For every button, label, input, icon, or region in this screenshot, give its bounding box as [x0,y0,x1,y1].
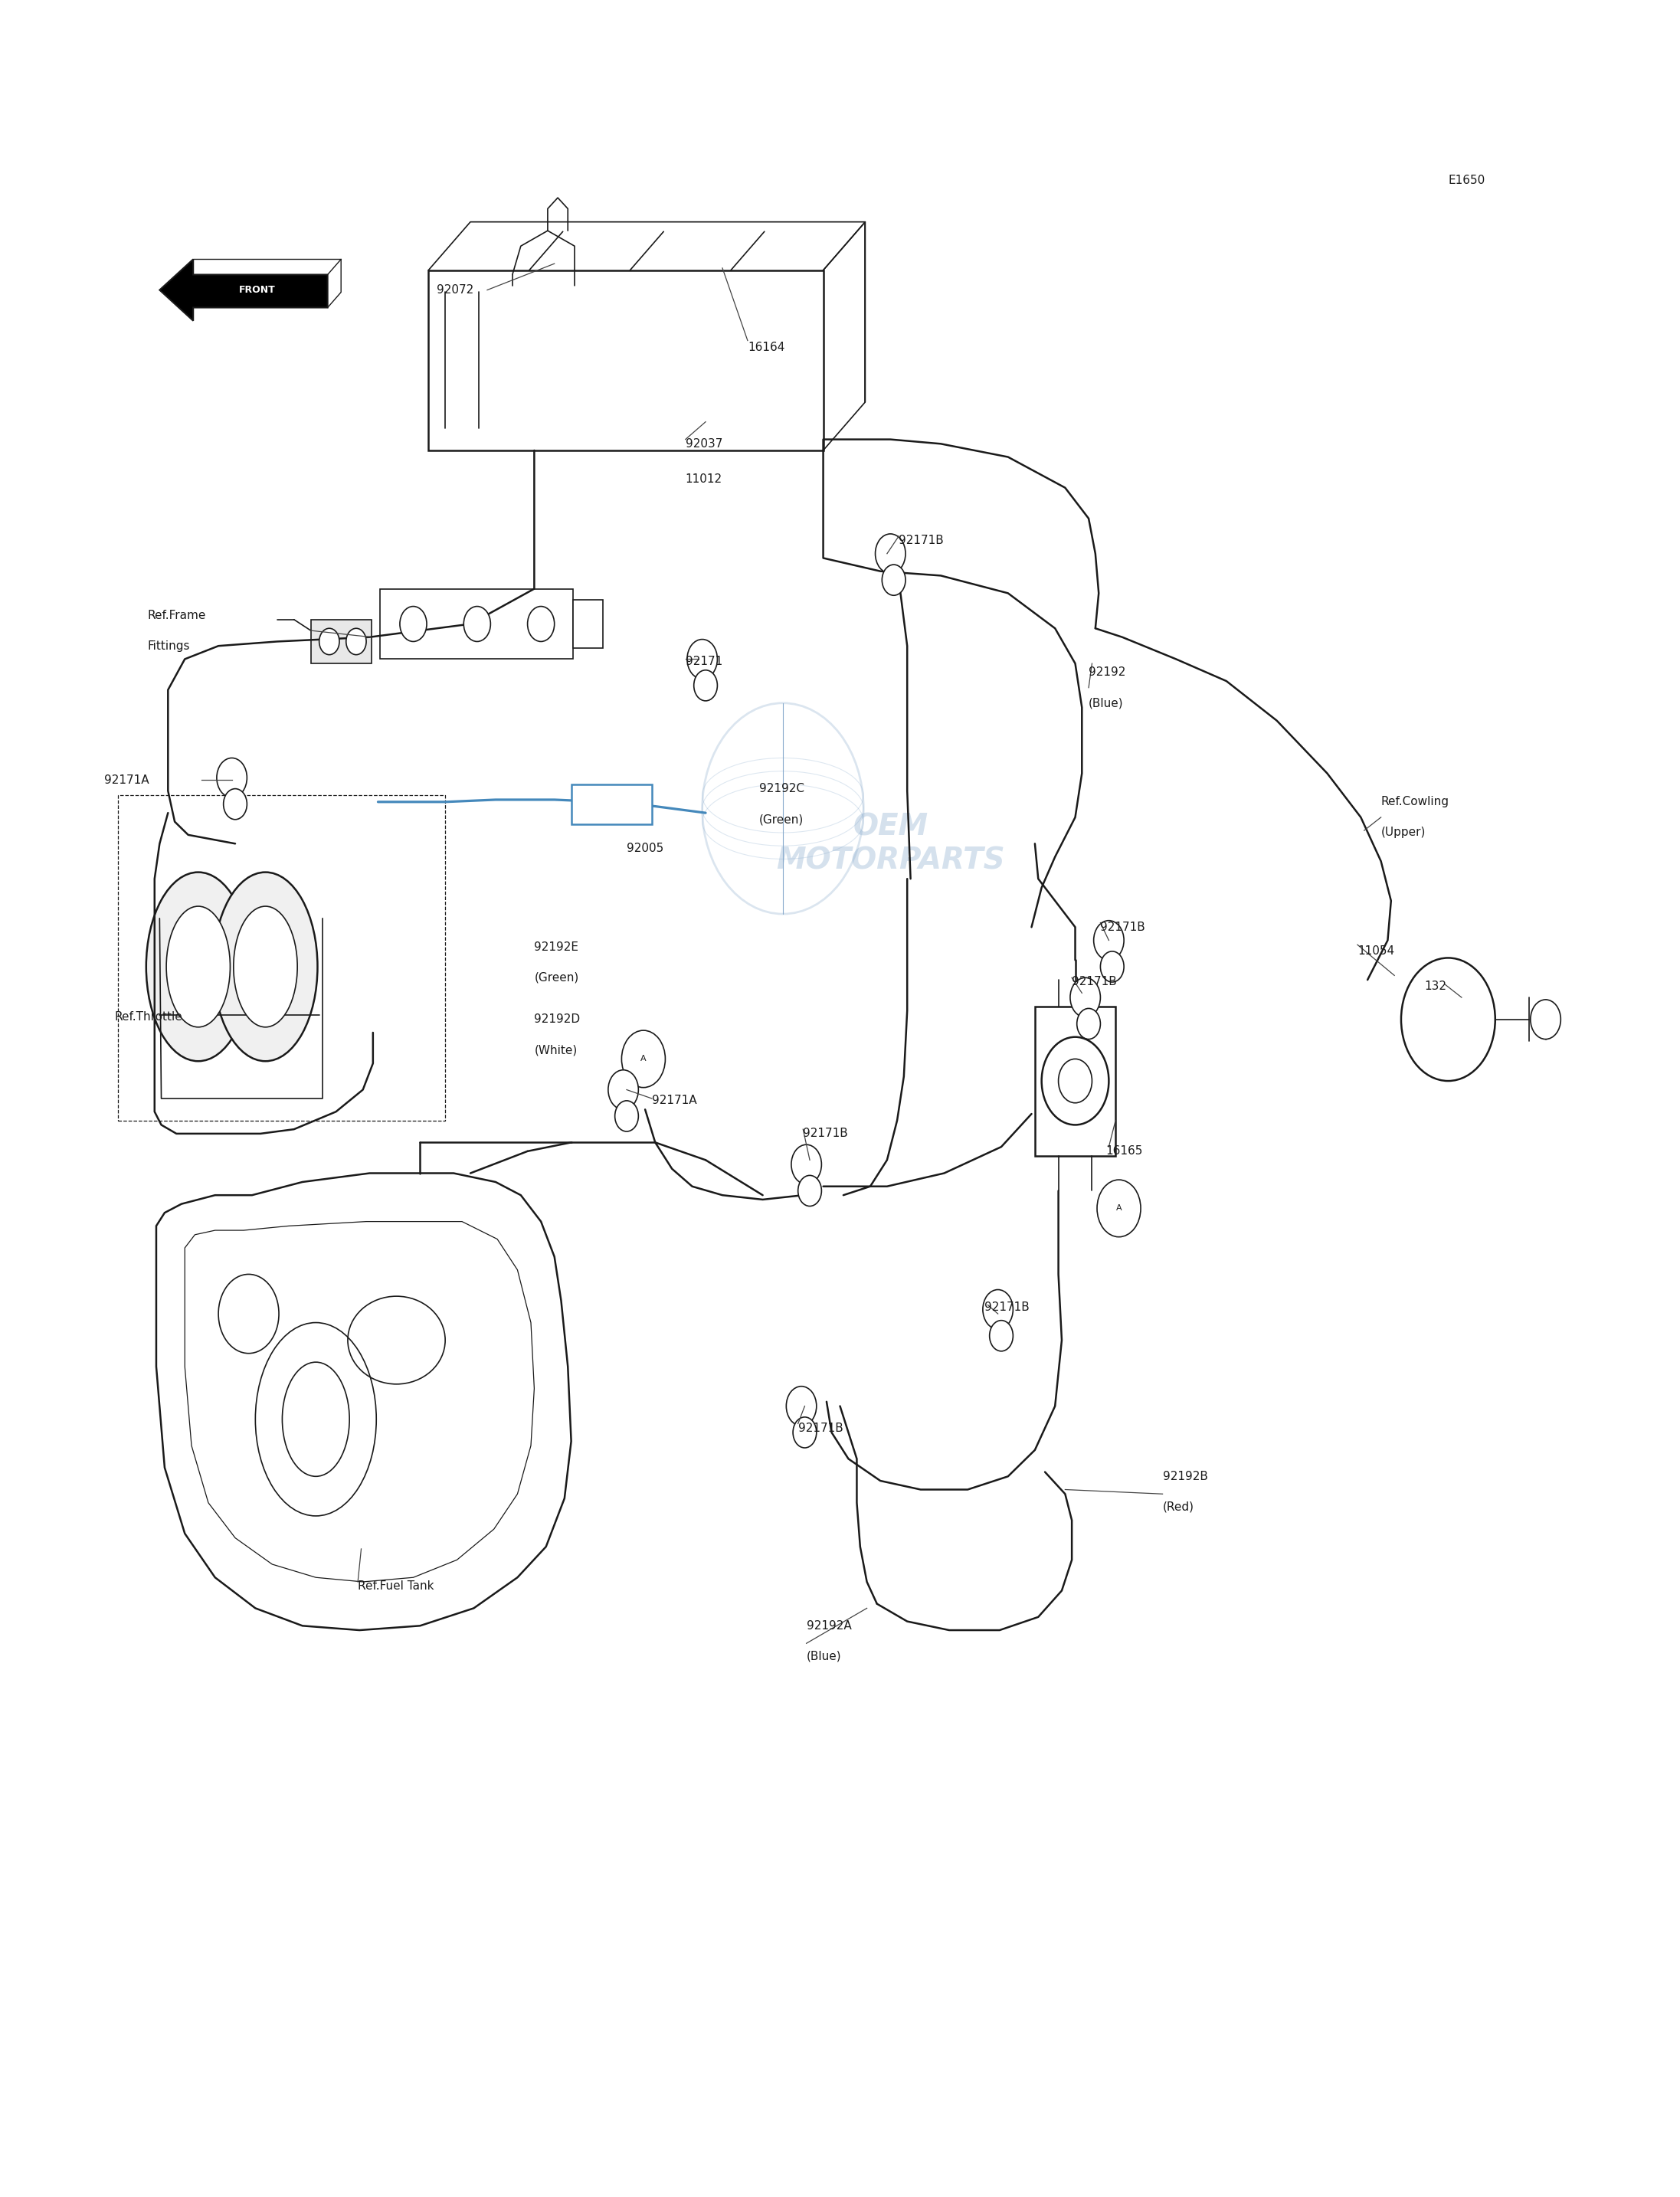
Ellipse shape [166,905,230,1028]
Text: (White): (White) [534,1044,578,1057]
Text: Ref.Frame: Ref.Frame [148,609,207,622]
Circle shape [1070,978,1100,1017]
Text: 92171A: 92171A [104,773,150,787]
Text: 92005: 92005 [627,841,664,855]
Circle shape [346,628,366,655]
Text: (Upper): (Upper) [1381,826,1426,839]
Text: Fittings: Fittings [148,639,190,653]
Text: (Blue): (Blue) [806,1650,842,1663]
Text: 92171B: 92171B [899,534,944,547]
Circle shape [622,1030,665,1088]
Circle shape [464,606,491,642]
Text: 92171B: 92171B [1100,921,1146,934]
Text: A: A [640,1055,647,1063]
Text: 11054: 11054 [1357,945,1394,958]
Text: 92171B: 92171B [1072,975,1117,989]
Text: OEM
MOTORPARTS: OEM MOTORPARTS [776,813,1005,874]
Text: 92192B: 92192B [1163,1470,1208,1483]
Ellipse shape [234,905,297,1028]
Circle shape [798,1175,822,1206]
Circle shape [694,670,717,701]
Circle shape [875,534,906,573]
Text: (Blue): (Blue) [1089,696,1124,710]
Circle shape [1094,921,1124,960]
Circle shape [786,1386,816,1426]
Text: 92192C: 92192C [759,782,805,795]
Circle shape [615,1101,638,1131]
Bar [118,795,445,1120]
Text: (Red): (Red) [1163,1501,1194,1514]
Circle shape [1097,1180,1141,1237]
Bar [428,270,823,450]
Circle shape [1530,1000,1561,1039]
Text: 92037: 92037 [685,437,722,450]
Text: 16164: 16164 [748,341,785,354]
Circle shape [217,758,247,798]
Circle shape [1100,951,1124,982]
Text: 92171B: 92171B [803,1127,848,1140]
Circle shape [608,1070,638,1109]
Circle shape [528,606,554,642]
Circle shape [793,1417,816,1448]
Bar [573,600,603,648]
Bar [380,589,573,659]
Text: (Green): (Green) [759,813,805,826]
Circle shape [223,789,247,819]
Text: 92192A: 92192A [806,1619,852,1632]
Text: A: A [1116,1204,1122,1213]
Text: (Green): (Green) [534,971,580,984]
Circle shape [400,606,427,642]
Circle shape [1401,958,1495,1081]
Bar [1035,1006,1116,1156]
Text: 92171A: 92171A [652,1094,697,1107]
Text: 92192: 92192 [1089,666,1126,679]
Text: 92171B: 92171B [798,1421,843,1435]
Text: FRONT: FRONT [239,286,276,294]
Polygon shape [156,1173,571,1630]
Circle shape [990,1320,1013,1351]
Text: E1650: E1650 [1448,174,1485,187]
Bar [311,620,371,663]
Text: Ref.Throttle: Ref.Throttle [114,1011,181,1024]
Text: 92192E: 92192E [534,940,578,953]
Circle shape [1058,1059,1092,1103]
Text: Ref.Fuel Tank: Ref.Fuel Tank [358,1580,433,1593]
Ellipse shape [213,872,318,1061]
Bar [571,784,652,824]
Text: 16165: 16165 [1105,1145,1142,1158]
Circle shape [983,1290,1013,1329]
Text: 92072: 92072 [437,283,474,297]
Polygon shape [160,259,328,321]
Ellipse shape [146,872,250,1061]
Circle shape [882,565,906,595]
Text: 92192D: 92192D [534,1013,580,1026]
Text: 11012: 11012 [685,472,722,486]
Circle shape [1042,1037,1109,1125]
Text: 92171: 92171 [685,655,722,668]
Text: Ref.Cowling: Ref.Cowling [1381,795,1450,808]
Circle shape [791,1145,822,1184]
Text: 92171B: 92171B [984,1301,1030,1314]
Circle shape [1077,1008,1100,1039]
Circle shape [218,1274,279,1353]
Circle shape [319,628,339,655]
Text: 132: 132 [1425,980,1446,993]
Circle shape [687,639,717,679]
